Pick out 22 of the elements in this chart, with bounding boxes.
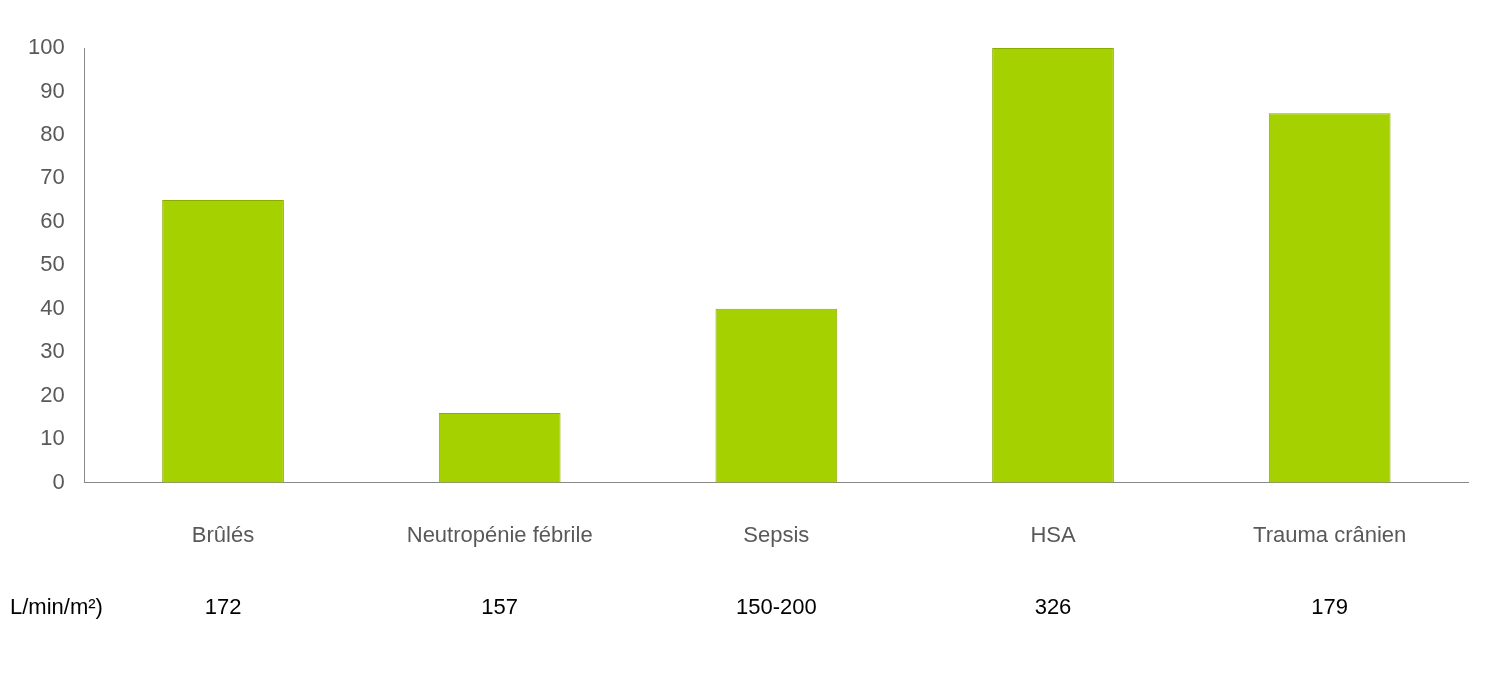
y-tick-label: 40 <box>40 294 65 320</box>
y-tick-label: 0 <box>52 468 65 494</box>
x-tick-label: Trauma crânien <box>1253 521 1407 547</box>
y-tick-label: 100 <box>27 34 65 60</box>
x-tick-label: Brûlés <box>191 521 255 547</box>
text: 172 <box>204 593 242 619</box>
text: 157 <box>481 593 519 619</box>
text: 326 <box>1034 593 1072 619</box>
y-tick-label: 80 <box>40 120 65 146</box>
y-tick-label: 70 <box>40 164 65 190</box>
y-tick-label: 20 <box>40 381 65 407</box>
text: 150-200 <box>735 593 817 619</box>
x-tick-label: HSA <box>1030 521 1076 547</box>
text: 179 <box>1311 593 1349 619</box>
text: L/min/m²) <box>10 593 103 619</box>
y-tick-label: 10 <box>40 425 65 451</box>
y-tick-label: 60 <box>40 207 65 233</box>
y-tick-label: 90 <box>40 77 65 103</box>
y-tick-label: 50 <box>40 251 65 277</box>
x-tick-label: Sepsis <box>743 521 810 547</box>
x-tick-label: Neutropénie fébrile <box>406 521 593 547</box>
y-tick-label: 30 <box>40 338 65 364</box>
